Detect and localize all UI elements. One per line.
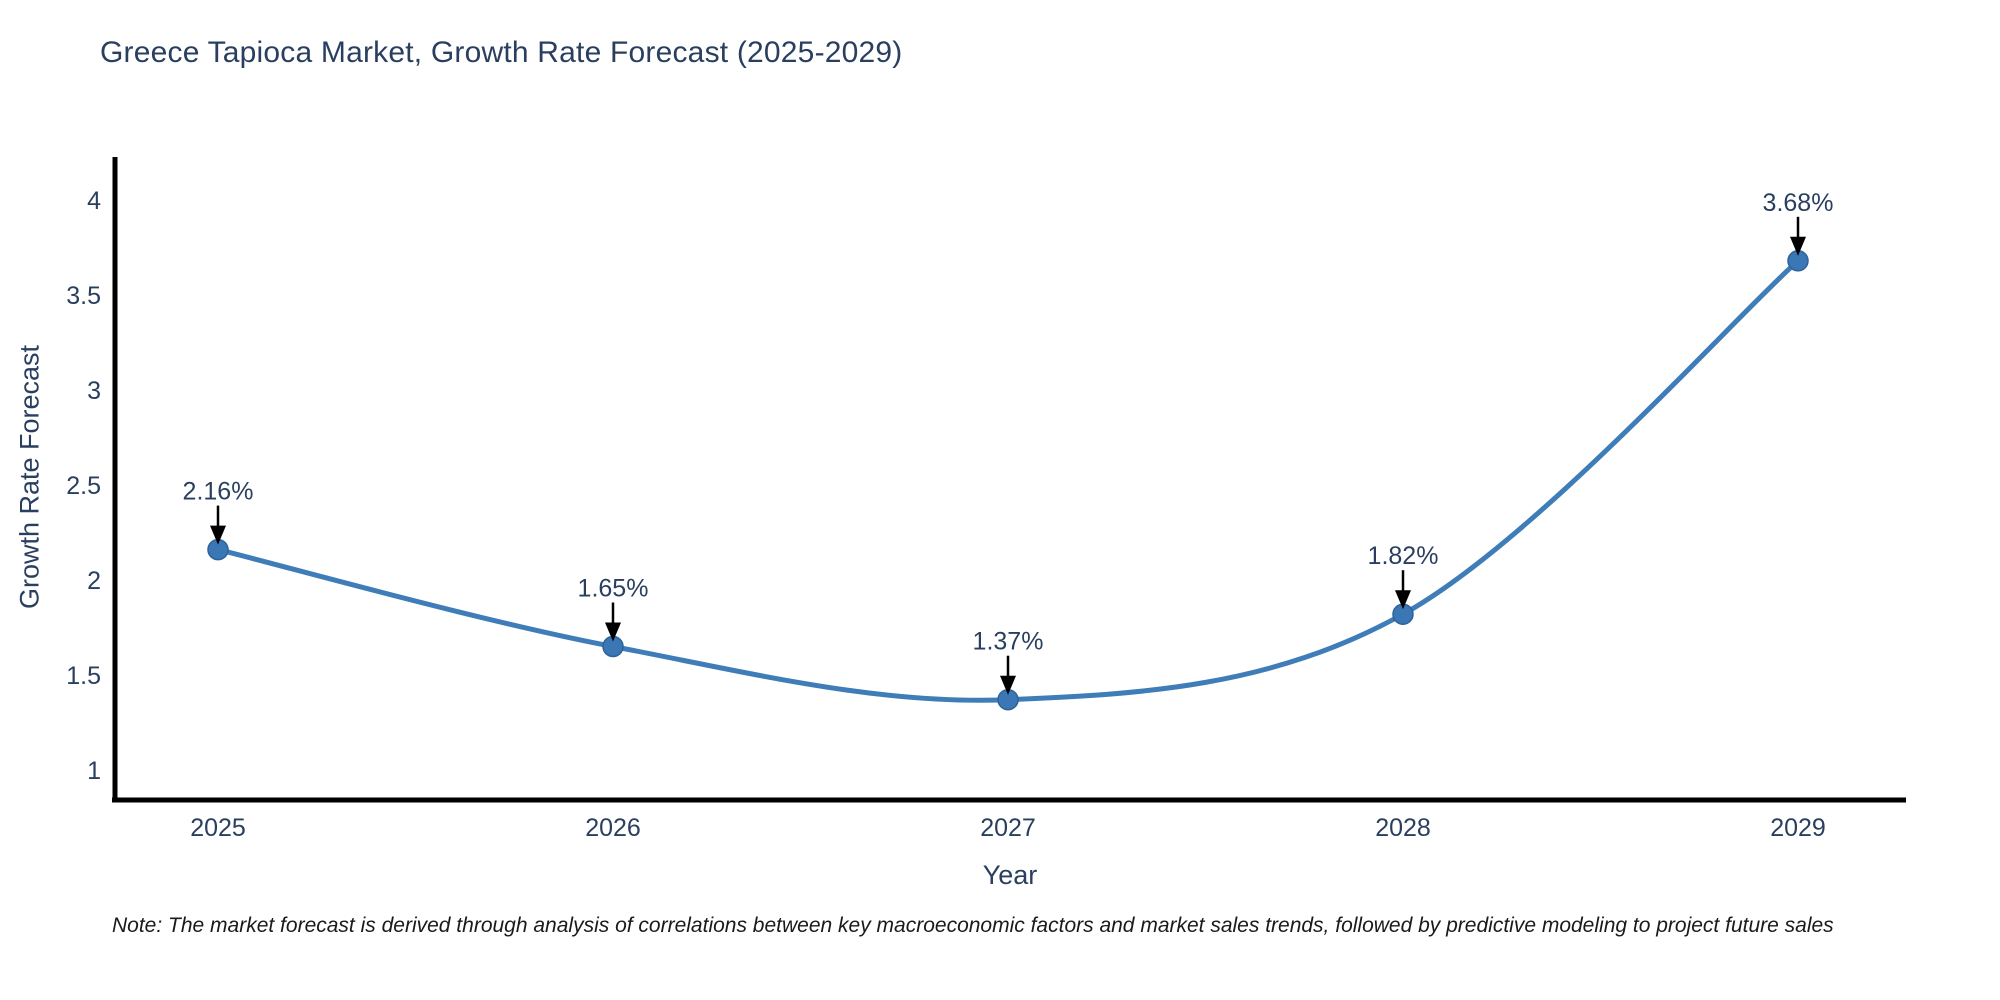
x-axis-title: Year <box>982 860 1038 890</box>
data-point-label: 3.68% <box>1763 189 1834 217</box>
chart-title: Greece Tapioca Market, Growth Rate Forec… <box>100 36 903 69</box>
annotation-arrowhead <box>1395 590 1411 610</box>
x-tick-label: 2028 <box>1375 814 1431 842</box>
x-tick-label: 2025 <box>190 814 246 842</box>
data-point-label: 1.37% <box>973 628 1044 656</box>
data-point-label: 1.65% <box>578 575 649 603</box>
y-tick-label: 2.5 <box>66 472 101 500</box>
y-tick-label: 3.5 <box>66 282 101 310</box>
annotation-arrowhead <box>1790 236 1806 256</box>
x-tick-label: 2027 <box>980 814 1036 842</box>
footnote: Note: The market forecast is derived thr… <box>112 914 1834 937</box>
data-point-label: 2.16% <box>183 478 254 506</box>
data-point-label: 1.82% <box>1368 542 1439 570</box>
y-tick-label: 1.5 <box>66 662 101 690</box>
y-tick-label: 4 <box>87 187 101 215</box>
annotation-arrowhead <box>210 525 226 545</box>
y-axis-title: Growth Rate Forecast <box>14 344 45 610</box>
annotation-arrowhead <box>1000 675 1016 695</box>
annotation-arrowhead <box>605 622 621 642</box>
x-tick-label: 2029 <box>1770 814 1826 842</box>
y-tick-label: 2 <box>87 567 101 595</box>
y-tick-label: 3 <box>87 377 101 405</box>
x-tick-label: 2026 <box>585 814 641 842</box>
y-tick-label: 1 <box>87 757 101 785</box>
